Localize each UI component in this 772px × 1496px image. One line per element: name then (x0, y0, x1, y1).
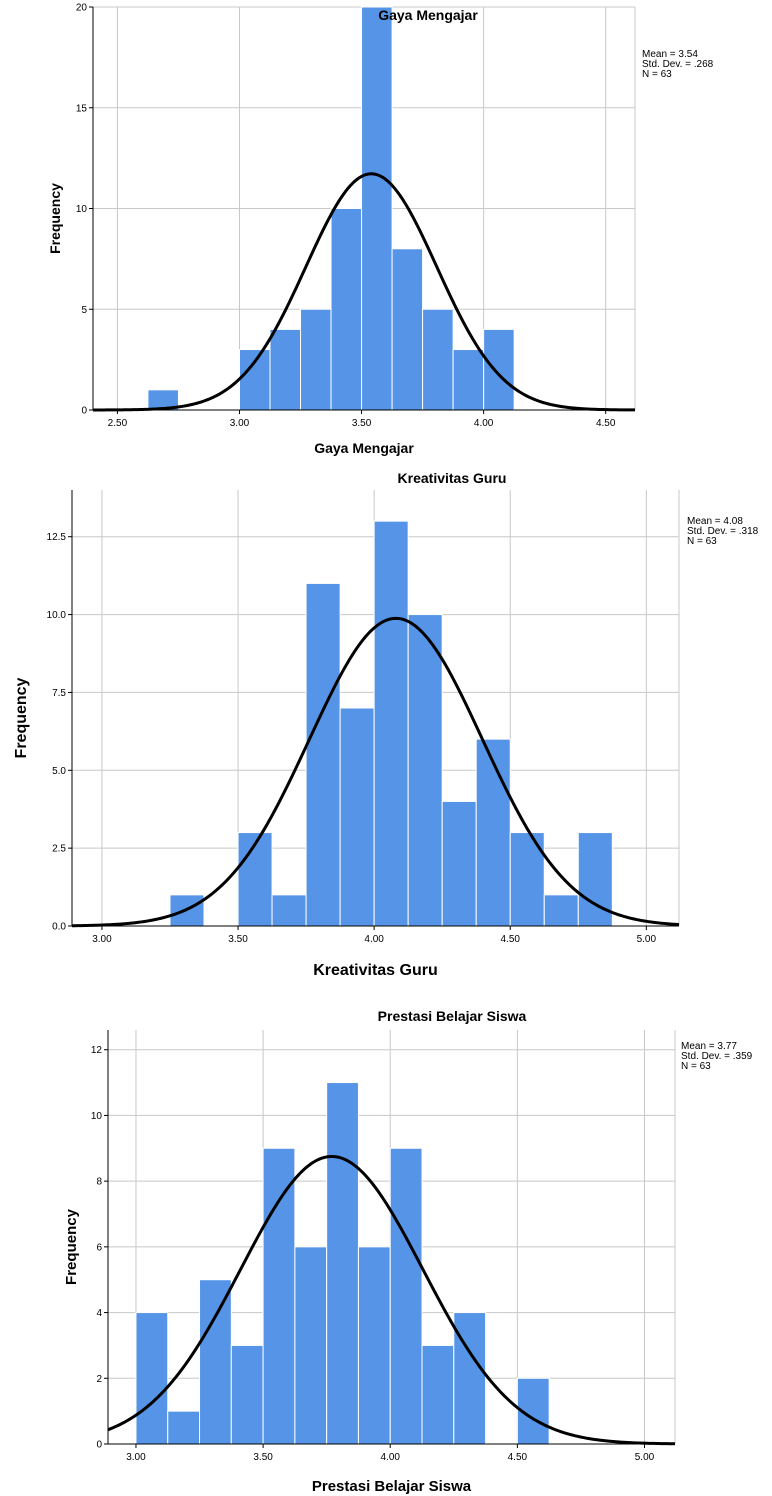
histogram-2: 3.00 3.50 4.00 4.50 5.00 0.0 2.5 5.0 7.5 10.0 12.5… (13, 470, 759, 979)
histogram-bar (230, 1344, 264, 1445)
normal-curve (93, 172, 636, 412)
histogram-bar (543, 894, 579, 927)
x-tick-label: 4.00 (474, 418, 494, 429)
histogram-bar (391, 248, 424, 411)
chart-title: Kreativitas Guru (398, 470, 507, 486)
histogram-bar (389, 1147, 423, 1445)
x-axis-label: Prestasi Belajar Siswa (312, 1478, 472, 1495)
y-tick-label: 10 (91, 1111, 103, 1122)
histogram-bar (300, 308, 332, 411)
x-tick-label: 4.00 (380, 1452, 400, 1463)
histogram-bar (373, 520, 409, 927)
y-tick-label: 2.5 (52, 844, 66, 855)
stats-n: N = 63 (642, 69, 672, 80)
stats-sd: Std. Dev. = .268 (642, 59, 714, 70)
stats-mean: Mean = 4.08 (687, 516, 743, 527)
histogram-bar (361, 6, 393, 411)
chart-title: Gaya Mengajar (378, 7, 478, 23)
y-tick-label: 15 (76, 103, 88, 114)
histogram-bar (305, 582, 341, 927)
x-tick-label: 4.50 (501, 934, 521, 945)
y-tick-label: 7.5 (52, 688, 66, 699)
stats-mean: Mean = 3.77 (681, 1041, 737, 1052)
x-tick-label: 4.50 (508, 1452, 528, 1463)
histogram-bar (135, 1312, 169, 1445)
x-tick-label: 2.50 (108, 418, 128, 429)
y-tick-label: 5 (81, 305, 87, 316)
y-tick-label: 8 (96, 1177, 102, 1188)
histogram-bar (452, 349, 485, 411)
y-tick-label: 12.5 (47, 532, 67, 543)
histogram-bar (238, 349, 271, 411)
y-axis-label: Frequency (63, 1208, 80, 1285)
x-tick-label: 5.00 (635, 1452, 655, 1463)
stats-mean: Mean = 3.54 (642, 49, 698, 60)
y-tick-label: 6 (96, 1242, 102, 1253)
x-tick-label: 5.00 (637, 934, 657, 945)
y-tick-label: 4 (96, 1308, 102, 1319)
y-tick-label: 5.0 (52, 766, 66, 777)
x-tick-label: 3.50 (253, 1452, 273, 1463)
histogram-bar (339, 707, 375, 927)
y-axis-label: Frequency (13, 677, 30, 758)
x-tick-label: 3.50 (228, 934, 248, 945)
y-tick-label: 10 (76, 204, 88, 215)
y-tick-label: 0 (81, 406, 87, 417)
x-tick-label: 3.00 (126, 1452, 146, 1463)
histogram-bar (421, 1344, 455, 1445)
stats-sd: Std. Dev. = .359 (681, 1051, 753, 1062)
x-tick-label: 3.50 (352, 418, 372, 429)
chart-title: Prestasi Belajar Siswa (378, 1008, 527, 1024)
y-tick-label: 10.0 (47, 610, 67, 621)
y-tick-label: 0.0 (52, 922, 66, 933)
histogram-bar (326, 1082, 359, 1445)
histogram-bar (237, 832, 273, 927)
histogram-bar (269, 328, 302, 411)
x-tick-label: 4.00 (364, 934, 384, 945)
stats-n: N = 63 (681, 1061, 711, 1072)
histogram-bar (262, 1147, 296, 1445)
histogram-bar (441, 800, 477, 927)
histogram-bar (475, 738, 511, 927)
stats-sd: Std. Dev. = .318 (687, 526, 759, 537)
histogram-3: 3.00 3.50 4.00 4.50 5.00 0 2 4 6 8 10 12 Prestasi Be… (63, 1008, 753, 1495)
y-tick-label: 20 (76, 3, 88, 14)
y-tick-label: 2 (96, 1374, 102, 1385)
histogram-bar (294, 1246, 328, 1445)
normal-curve (107, 1154, 676, 1446)
x-tick-label: 3.00 (230, 418, 250, 429)
histogram-bar (199, 1279, 232, 1445)
histogram-bar (483, 328, 515, 411)
histogram-bar (422, 308, 454, 411)
stats-n: N = 63 (687, 536, 717, 547)
histogram-bar (167, 1410, 201, 1445)
normal-curve (71, 616, 680, 928)
y-axis-label: Frequency (47, 183, 63, 254)
x-tick-label: 4.50 (596, 418, 616, 429)
histogram-bar (271, 894, 307, 927)
histogram-bar (330, 208, 363, 411)
histogram-1: 2.50 3.00 3.50 4.00 4.50 0 5 10 15 20 Gaya Mengaja… (47, 3, 714, 457)
x-axis-label: Gaya Mengajar (314, 440, 414, 456)
histogram-bar (357, 1246, 391, 1445)
y-tick-label: 12 (91, 1045, 103, 1056)
x-tick-label: 3.00 (92, 934, 112, 945)
x-axis-label: Kreativitas Guru (313, 962, 437, 979)
histogram-bar (407, 614, 443, 927)
y-tick-label: 0 (96, 1440, 102, 1451)
